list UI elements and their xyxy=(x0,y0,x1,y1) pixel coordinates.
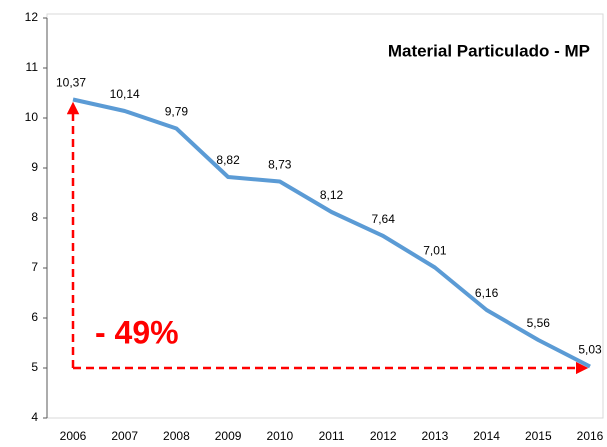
x-tick-label: 2012 xyxy=(370,429,397,443)
x-tick-label: 2008 xyxy=(163,429,190,443)
y-tick-label: 7 xyxy=(31,260,38,274)
x-tick-label: 2016 xyxy=(577,429,604,443)
data-label: 8,73 xyxy=(268,158,292,172)
y-tick-label: 10 xyxy=(25,110,39,124)
x-tick-label: 2007 xyxy=(111,429,138,443)
x-tick-label: 2011 xyxy=(319,429,345,443)
data-label: 10,37 xyxy=(56,76,86,90)
y-tick-label: 12 xyxy=(25,10,39,24)
x-tick-label: 2009 xyxy=(215,429,242,443)
y-tick-label: 9 xyxy=(31,160,38,174)
data-label: 8,82 xyxy=(216,153,240,167)
annotation: - 49% xyxy=(95,314,179,350)
data-label: 9,79 xyxy=(165,105,189,119)
data-label: 7,64 xyxy=(372,212,396,226)
data-label: 6,16 xyxy=(475,286,499,300)
data-label: 5,56 xyxy=(527,316,551,330)
chart-title: Material Particulado - MP xyxy=(388,41,590,60)
data-label: 7,01 xyxy=(423,244,447,258)
y-tick-label: 4 xyxy=(31,410,38,424)
data-label: 5,03 xyxy=(578,343,602,357)
y-tick-label: 11 xyxy=(26,60,39,74)
x-tick-label: 2013 xyxy=(422,429,449,443)
y-tick-label: 5 xyxy=(31,360,38,374)
data-label: 8,12 xyxy=(320,188,344,202)
y-tick-label: 6 xyxy=(31,310,38,324)
y-tick-label: 8 xyxy=(31,210,38,224)
plot-frame xyxy=(46,13,604,419)
x-tick-label: 2014 xyxy=(473,429,500,443)
x-tick-label: 2015 xyxy=(525,429,552,443)
line-series xyxy=(72,97,591,369)
x-tick-label: 2006 xyxy=(60,429,87,443)
data-label: 10,14 xyxy=(110,87,140,101)
x-tick-label: 2010 xyxy=(266,429,293,443)
